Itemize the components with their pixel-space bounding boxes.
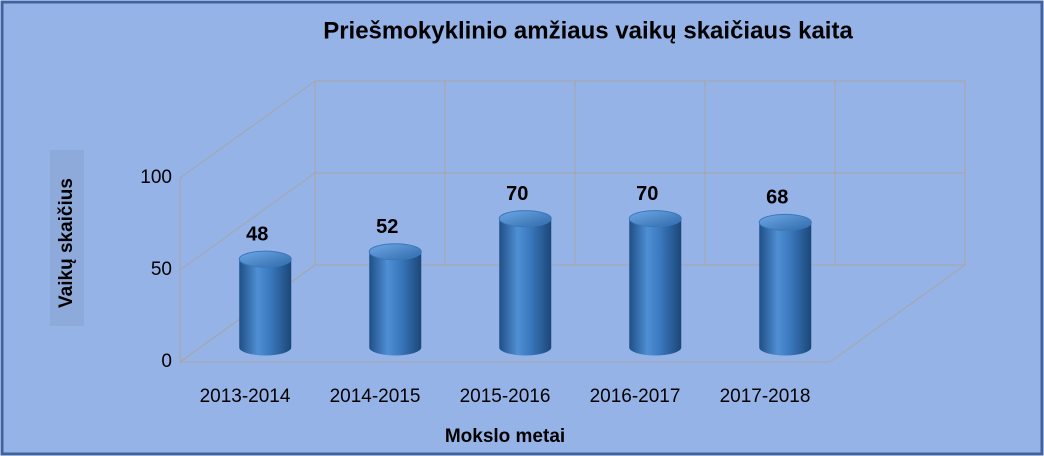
bar-top [368,243,422,261]
chart-title: Priešmokyklinio amžiaus vaikų skaičiaus … [323,17,853,44]
bar [759,222,812,356]
x-tick-label: 2014-2015 [330,386,421,407]
y-axis-label: Vaikų skaičius [56,178,77,308]
x-tick-label: 2016-2017 [590,386,681,407]
x-tick-label: 2015-2016 [460,386,551,407]
bar [369,251,422,356]
data-label: 70 [506,183,528,205]
x-tick-label: 2017-2018 [720,386,811,407]
bar [499,218,552,356]
y-tick-label: 100 [140,167,172,188]
data-label: 70 [636,183,658,205]
x-tick-label: 2013-2014 [200,386,291,407]
bar-top [238,250,292,268]
grid-line [179,80,316,179]
data-label: 48 [246,223,268,245]
bar [629,218,682,356]
bar [239,259,292,356]
y-tick-label: 50 [151,259,172,280]
x-axis-label: Mokslo metai [445,426,565,447]
data-label: 68 [766,187,788,209]
y-tick-label: 0 [161,351,172,372]
grid-line [179,172,316,271]
bar-top [498,210,552,228]
bar-top [758,213,812,231]
bar-top [628,210,682,228]
y-label-box [50,150,84,326]
data-label: 52 [376,216,398,238]
